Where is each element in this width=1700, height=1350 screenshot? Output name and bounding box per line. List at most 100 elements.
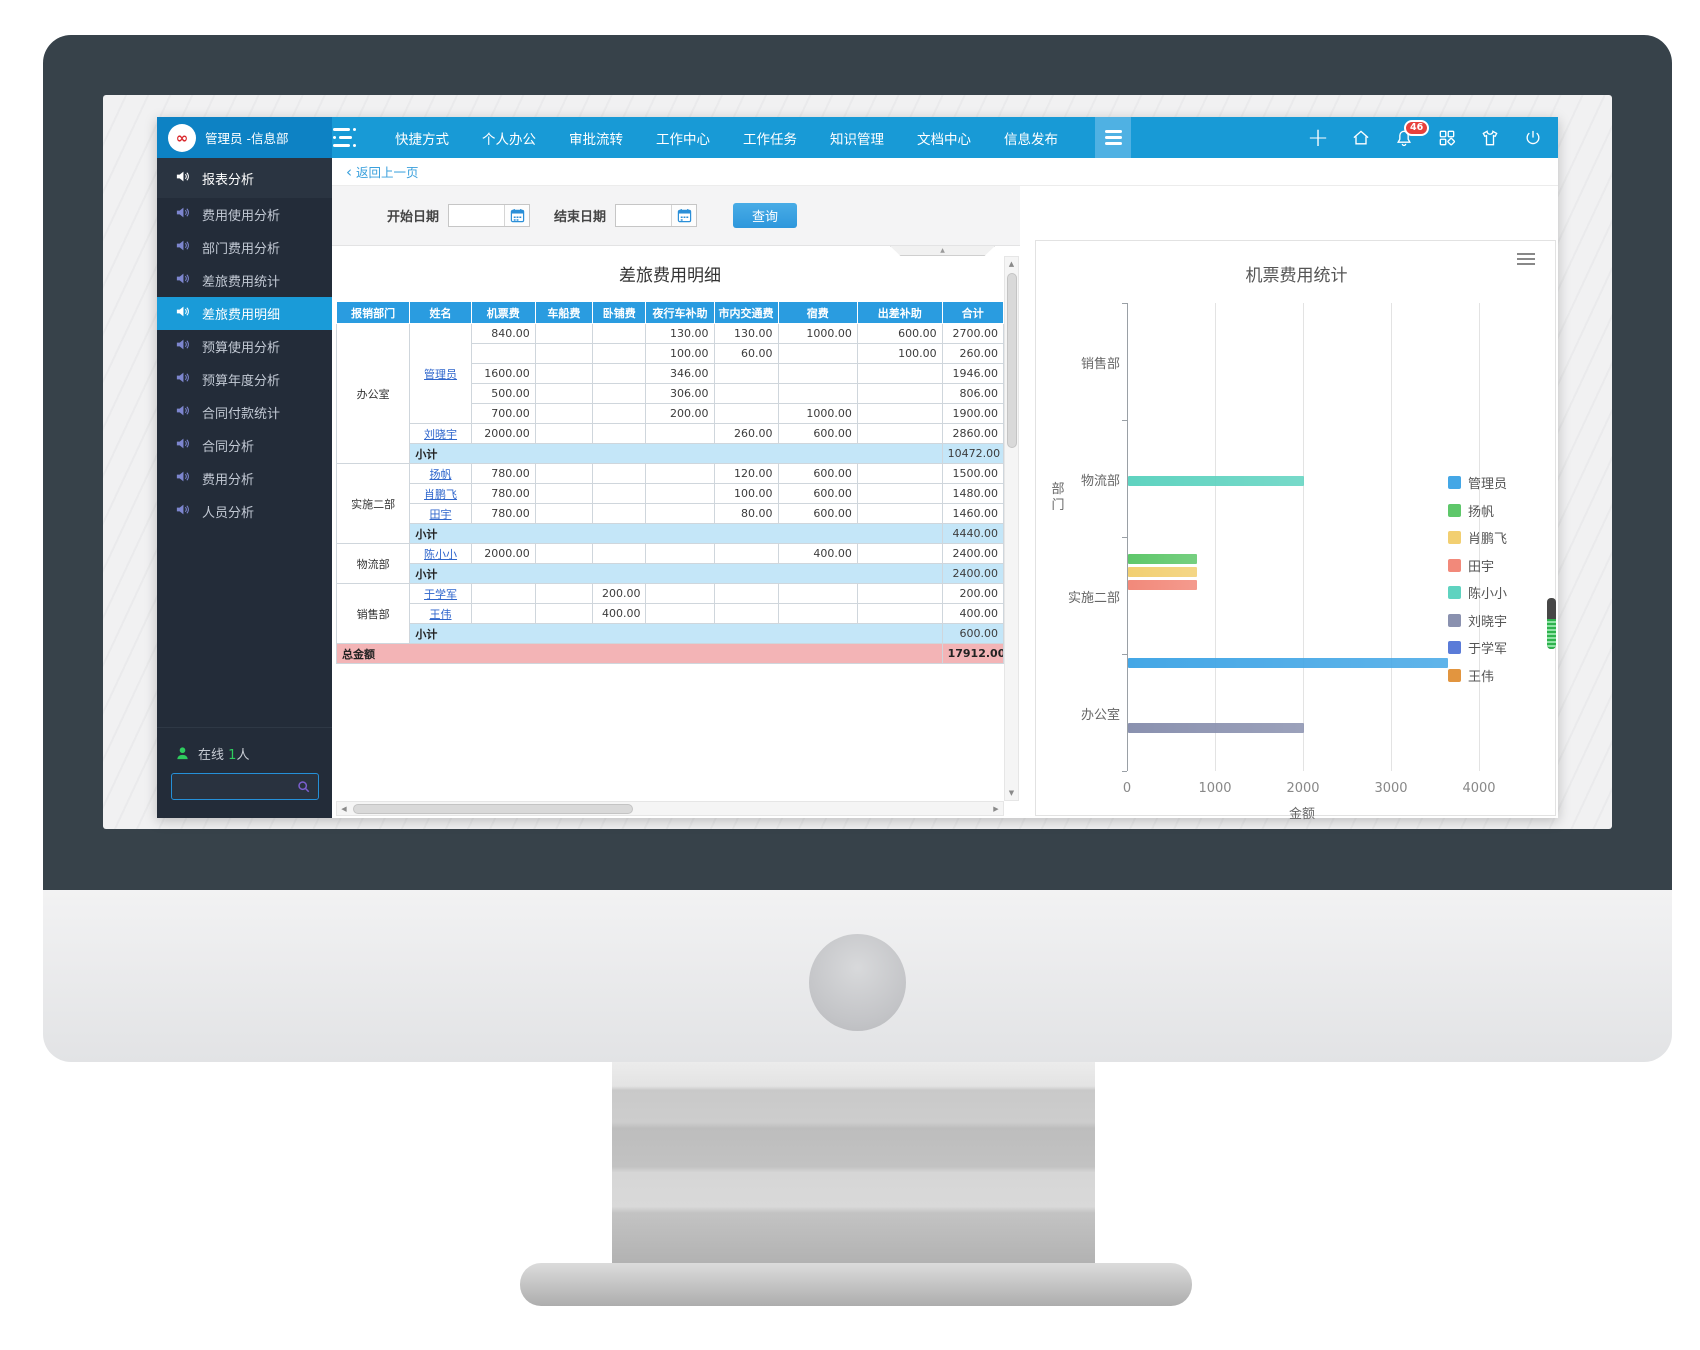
table-header-cell: 夜行车补助 xyxy=(645,301,715,324)
nav-item[interactable]: 工作任务 xyxy=(743,131,797,148)
employee-link[interactable]: 王伟 xyxy=(429,607,452,621)
legend-item[interactable]: 管理员 xyxy=(1448,473,1507,492)
back-link[interactable]: ‹ 返回上一页 xyxy=(346,162,419,181)
name-cell: 肖鹏飞 xyxy=(409,483,472,504)
sidebar-divider xyxy=(157,727,332,728)
calendar-icon[interactable] xyxy=(504,205,530,226)
speaker-icon xyxy=(175,205,190,224)
employee-link[interactable]: 陈小小 xyxy=(424,547,458,561)
employee-link[interactable]: 刘晓宇 xyxy=(424,427,458,441)
table-header-cell: 车船费 xyxy=(534,301,594,324)
legend-item[interactable]: 肖鹏飞 xyxy=(1448,528,1507,547)
fee-cell xyxy=(534,543,594,564)
notifications-bell-icon[interactable]: 46 xyxy=(1393,119,1430,149)
navbar-user-block[interactable]: ∞ 管理员 -信息部 xyxy=(157,117,332,158)
fee-cell xyxy=(777,363,858,384)
sidebar-item[interactable]: 预算年度分析 xyxy=(157,363,332,396)
nav-item[interactable]: 知识管理 xyxy=(830,131,884,148)
speaker-icon xyxy=(175,403,190,422)
menu-collapse-icon[interactable] xyxy=(333,128,359,147)
search-input[interactable] xyxy=(172,779,297,794)
scroll-down-icon[interactable]: ▼ xyxy=(1008,789,1015,797)
start-date-input[interactable] xyxy=(449,205,505,226)
home-icon[interactable] xyxy=(1350,127,1372,149)
theme-shirt-icon[interactable] xyxy=(1479,127,1501,149)
chart-bar[interactable] xyxy=(1128,723,1304,733)
scrollbar-thumb[interactable] xyxy=(353,803,633,814)
legend-item[interactable]: 扬帆 xyxy=(1448,501,1507,520)
app-logo-icon: ∞ xyxy=(168,123,196,152)
top-navbar: ∞ 管理员 -信息部 快捷方式 个人办公 审批流转 工作中心 工作任务 知识管理 文档中心 信… xyxy=(157,117,1558,158)
employee-link[interactable]: 管理员 xyxy=(424,367,458,381)
table-header-cell: 宿费 xyxy=(777,301,858,324)
employee-link[interactable]: 扬帆 xyxy=(429,467,452,481)
scroll-up-icon[interactable]: ▲ xyxy=(1008,260,1015,268)
sidebar-item[interactable]: 费用分析 xyxy=(157,462,332,495)
navbar-more-icon[interactable] xyxy=(1095,117,1131,158)
sidebar-item[interactable]: 合同分析 xyxy=(157,429,332,462)
power-icon[interactable] xyxy=(1522,127,1544,149)
online-suffix: 人 xyxy=(236,748,250,763)
chart-bar[interactable] xyxy=(1128,476,1304,486)
fee-cell: 600.00 xyxy=(777,423,858,444)
employee-link[interactable]: 肖鹏飞 xyxy=(424,487,458,501)
nav-item[interactable]: 文档中心 xyxy=(917,131,971,148)
chart-scrollbar[interactable] xyxy=(1547,598,1556,649)
fee-cell xyxy=(645,583,715,604)
nav-item[interactable]: 工作中心 xyxy=(656,131,710,148)
legend-item[interactable]: 王伟 xyxy=(1448,666,1507,685)
sidebar-item[interactable]: 差旅费用明细 xyxy=(157,297,332,330)
chart-bar[interactable] xyxy=(1128,658,1449,668)
end-date-input[interactable] xyxy=(616,205,672,226)
sidebar-item[interactable]: 部门费用分析 xyxy=(157,231,332,264)
chart-bar[interactable] xyxy=(1128,554,1197,564)
calendar-icon[interactable] xyxy=(671,205,697,226)
nav-item[interactable]: 信息发布 xyxy=(1004,131,1058,148)
row-total-cell: 2400.00 xyxy=(941,543,1005,564)
name-cell: 陈小小 xyxy=(409,543,472,564)
table-vertical-scrollbar[interactable]: ▲ ▼ xyxy=(1004,256,1019,801)
sidebar-header-report-analysis[interactable]: 报表分析 xyxy=(157,158,332,198)
search-icon[interactable] xyxy=(297,780,311,794)
collapse-handle[interactable]: ▲ xyxy=(890,246,995,256)
legend-item[interactable]: 于学军 xyxy=(1448,638,1507,657)
fee-cell xyxy=(856,503,943,524)
table-row: 实施二部 扬帆 780.00 120.00 600.00 1500.00 xyxy=(335,463,1005,544)
nav-item[interactable]: 审批流转 xyxy=(569,131,623,148)
chart-menu-icon[interactable] xyxy=(1517,253,1535,265)
expense-table: 报销部门 姓名 机票费 车船费 卧铺费 夜行车补助 市内交通费 宿费 出差补助 合计 办公室 管理员 8… xyxy=(335,301,1005,664)
sidebar-item[interactable]: 人员分析 xyxy=(157,495,332,528)
chart-bar[interactable] xyxy=(1128,580,1197,590)
sidebar-item[interactable]: 预算使用分析 xyxy=(157,330,332,363)
add-icon[interactable]: + xyxy=(1307,122,1329,153)
person-icon xyxy=(177,747,188,760)
chart-title: 机票费用统计 xyxy=(1245,266,1348,286)
sidebar-item[interactable]: 差旅费用统计 xyxy=(157,264,332,297)
legend-item[interactable]: 陈小小 xyxy=(1448,583,1507,602)
query-button[interactable]: 查询 xyxy=(733,203,798,228)
employee-link[interactable]: 田宇 xyxy=(429,507,452,521)
fee-cell: 100.00 xyxy=(713,483,779,504)
chart-bar[interactable] xyxy=(1128,567,1197,577)
fee-cell xyxy=(592,363,647,384)
scroll-right-icon[interactable]: ▶ xyxy=(993,804,999,813)
employee-link[interactable]: 于学军 xyxy=(424,587,458,601)
table-header-cell: 合计 xyxy=(941,301,1005,324)
scroll-left-icon[interactable]: ◀ xyxy=(341,804,347,813)
sidebar-item[interactable]: 费用使用分析 xyxy=(157,198,332,231)
main-content: ‹ 返回上一页 开始日期 结束日期 xyxy=(332,158,1558,822)
notification-badge: 46 xyxy=(1404,119,1430,136)
fee-cell xyxy=(645,543,715,564)
name-cell: 于学军 xyxy=(409,583,472,604)
legend-item[interactable]: 田宇 xyxy=(1448,556,1507,575)
navbar-icon-cluster: + 46 xyxy=(1307,117,1544,158)
nav-item[interactable]: 快捷方式 xyxy=(395,131,449,148)
nav-item[interactable]: 个人办公 xyxy=(482,131,536,148)
sidebar-item[interactable]: 合同付款统计 xyxy=(157,396,332,429)
table-horizontal-scrollbar[interactable]: ◀ ▶ xyxy=(336,801,1004,816)
apps-grid-icon[interactable] xyxy=(1436,127,1458,149)
start-date-label: 开始日期 xyxy=(387,210,440,225)
legend-item[interactable]: 刘晓宇 xyxy=(1448,611,1507,630)
scrollbar-thumb[interactable] xyxy=(1006,273,1017,448)
y-axis-label: 部门 xyxy=(1051,482,1065,513)
